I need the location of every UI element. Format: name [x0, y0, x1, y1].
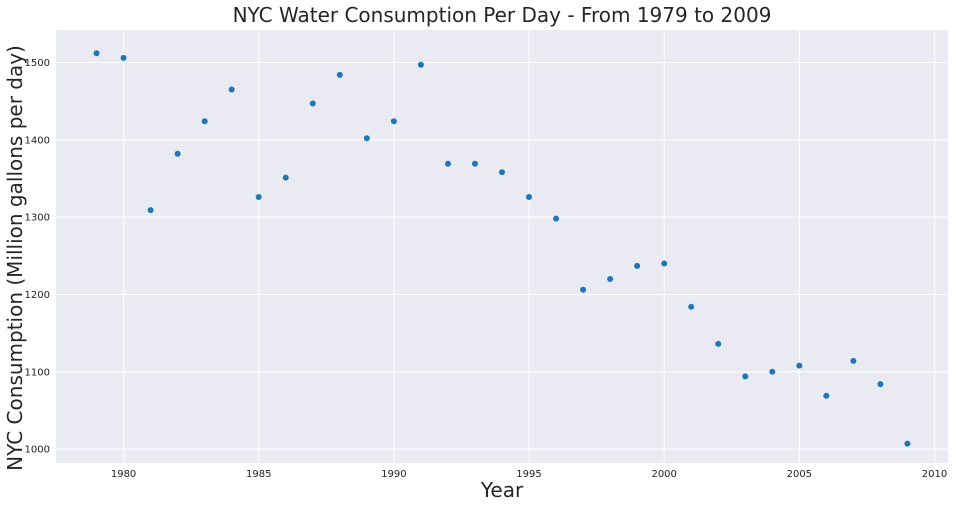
y-axis-ticks: 1000 1100 1200 1300 1400 1500: [25, 58, 50, 456]
grid: [56, 30, 948, 463]
data-point: [553, 215, 560, 222]
data-point: [850, 357, 857, 364]
data-point: [174, 150, 181, 157]
x-tick-label: 2000: [651, 469, 676, 480]
x-axis-ticks: 1980 1985 1990 1995 2000 2005 2010: [111, 469, 947, 480]
data-point: [580, 286, 587, 293]
data-point: [93, 50, 100, 57]
data-point: [688, 303, 695, 310]
data-point: [823, 392, 830, 399]
data-point: [282, 174, 289, 181]
x-tick-label: 1995: [516, 469, 541, 480]
y-tick-label: 1500: [25, 58, 50, 69]
data-point: [742, 373, 749, 380]
data-point: [877, 381, 884, 388]
data-point: [336, 71, 343, 78]
y-axis-label: NYC Consumption (Million gallons per day…: [3, 45, 27, 471]
data-point: [634, 262, 641, 269]
data-point: [715, 340, 722, 347]
y-tick-label: 1000: [25, 445, 50, 456]
data-point: [201, 118, 208, 125]
x-tick-label: 1990: [381, 469, 406, 480]
data-point: [147, 207, 154, 214]
data-point: [228, 86, 235, 93]
data-point: [309, 100, 316, 107]
data-point: [904, 440, 911, 447]
data-point: [661, 260, 668, 267]
x-tick-label: 1980: [111, 469, 136, 480]
data-point: [255, 194, 262, 201]
data-point: [769, 368, 776, 375]
data-point: [526, 194, 533, 201]
data-point: [417, 61, 424, 68]
data-point: [363, 135, 370, 142]
data-point: [471, 160, 478, 167]
x-axis-label: Year: [480, 478, 524, 502]
x-tick-label: 1985: [246, 469, 271, 480]
y-tick-label: 1300: [25, 213, 50, 224]
data-point: [499, 169, 505, 176]
data-points: [93, 50, 911, 447]
data-point: [390, 118, 397, 125]
x-tick-label: 2010: [922, 469, 947, 480]
data-point: [120, 54, 127, 61]
data-point: [607, 275, 614, 282]
y-tick-label: 1400: [25, 135, 50, 146]
x-tick-label: 2005: [787, 469, 812, 480]
data-point: [444, 160, 451, 167]
y-tick-label: 1200: [25, 290, 50, 301]
plot-area: [56, 30, 948, 463]
data-point: [796, 362, 803, 369]
chart-title: NYC Water Consumption Per Day - From 197…: [233, 3, 772, 27]
y-tick-label: 1100: [25, 367, 50, 378]
